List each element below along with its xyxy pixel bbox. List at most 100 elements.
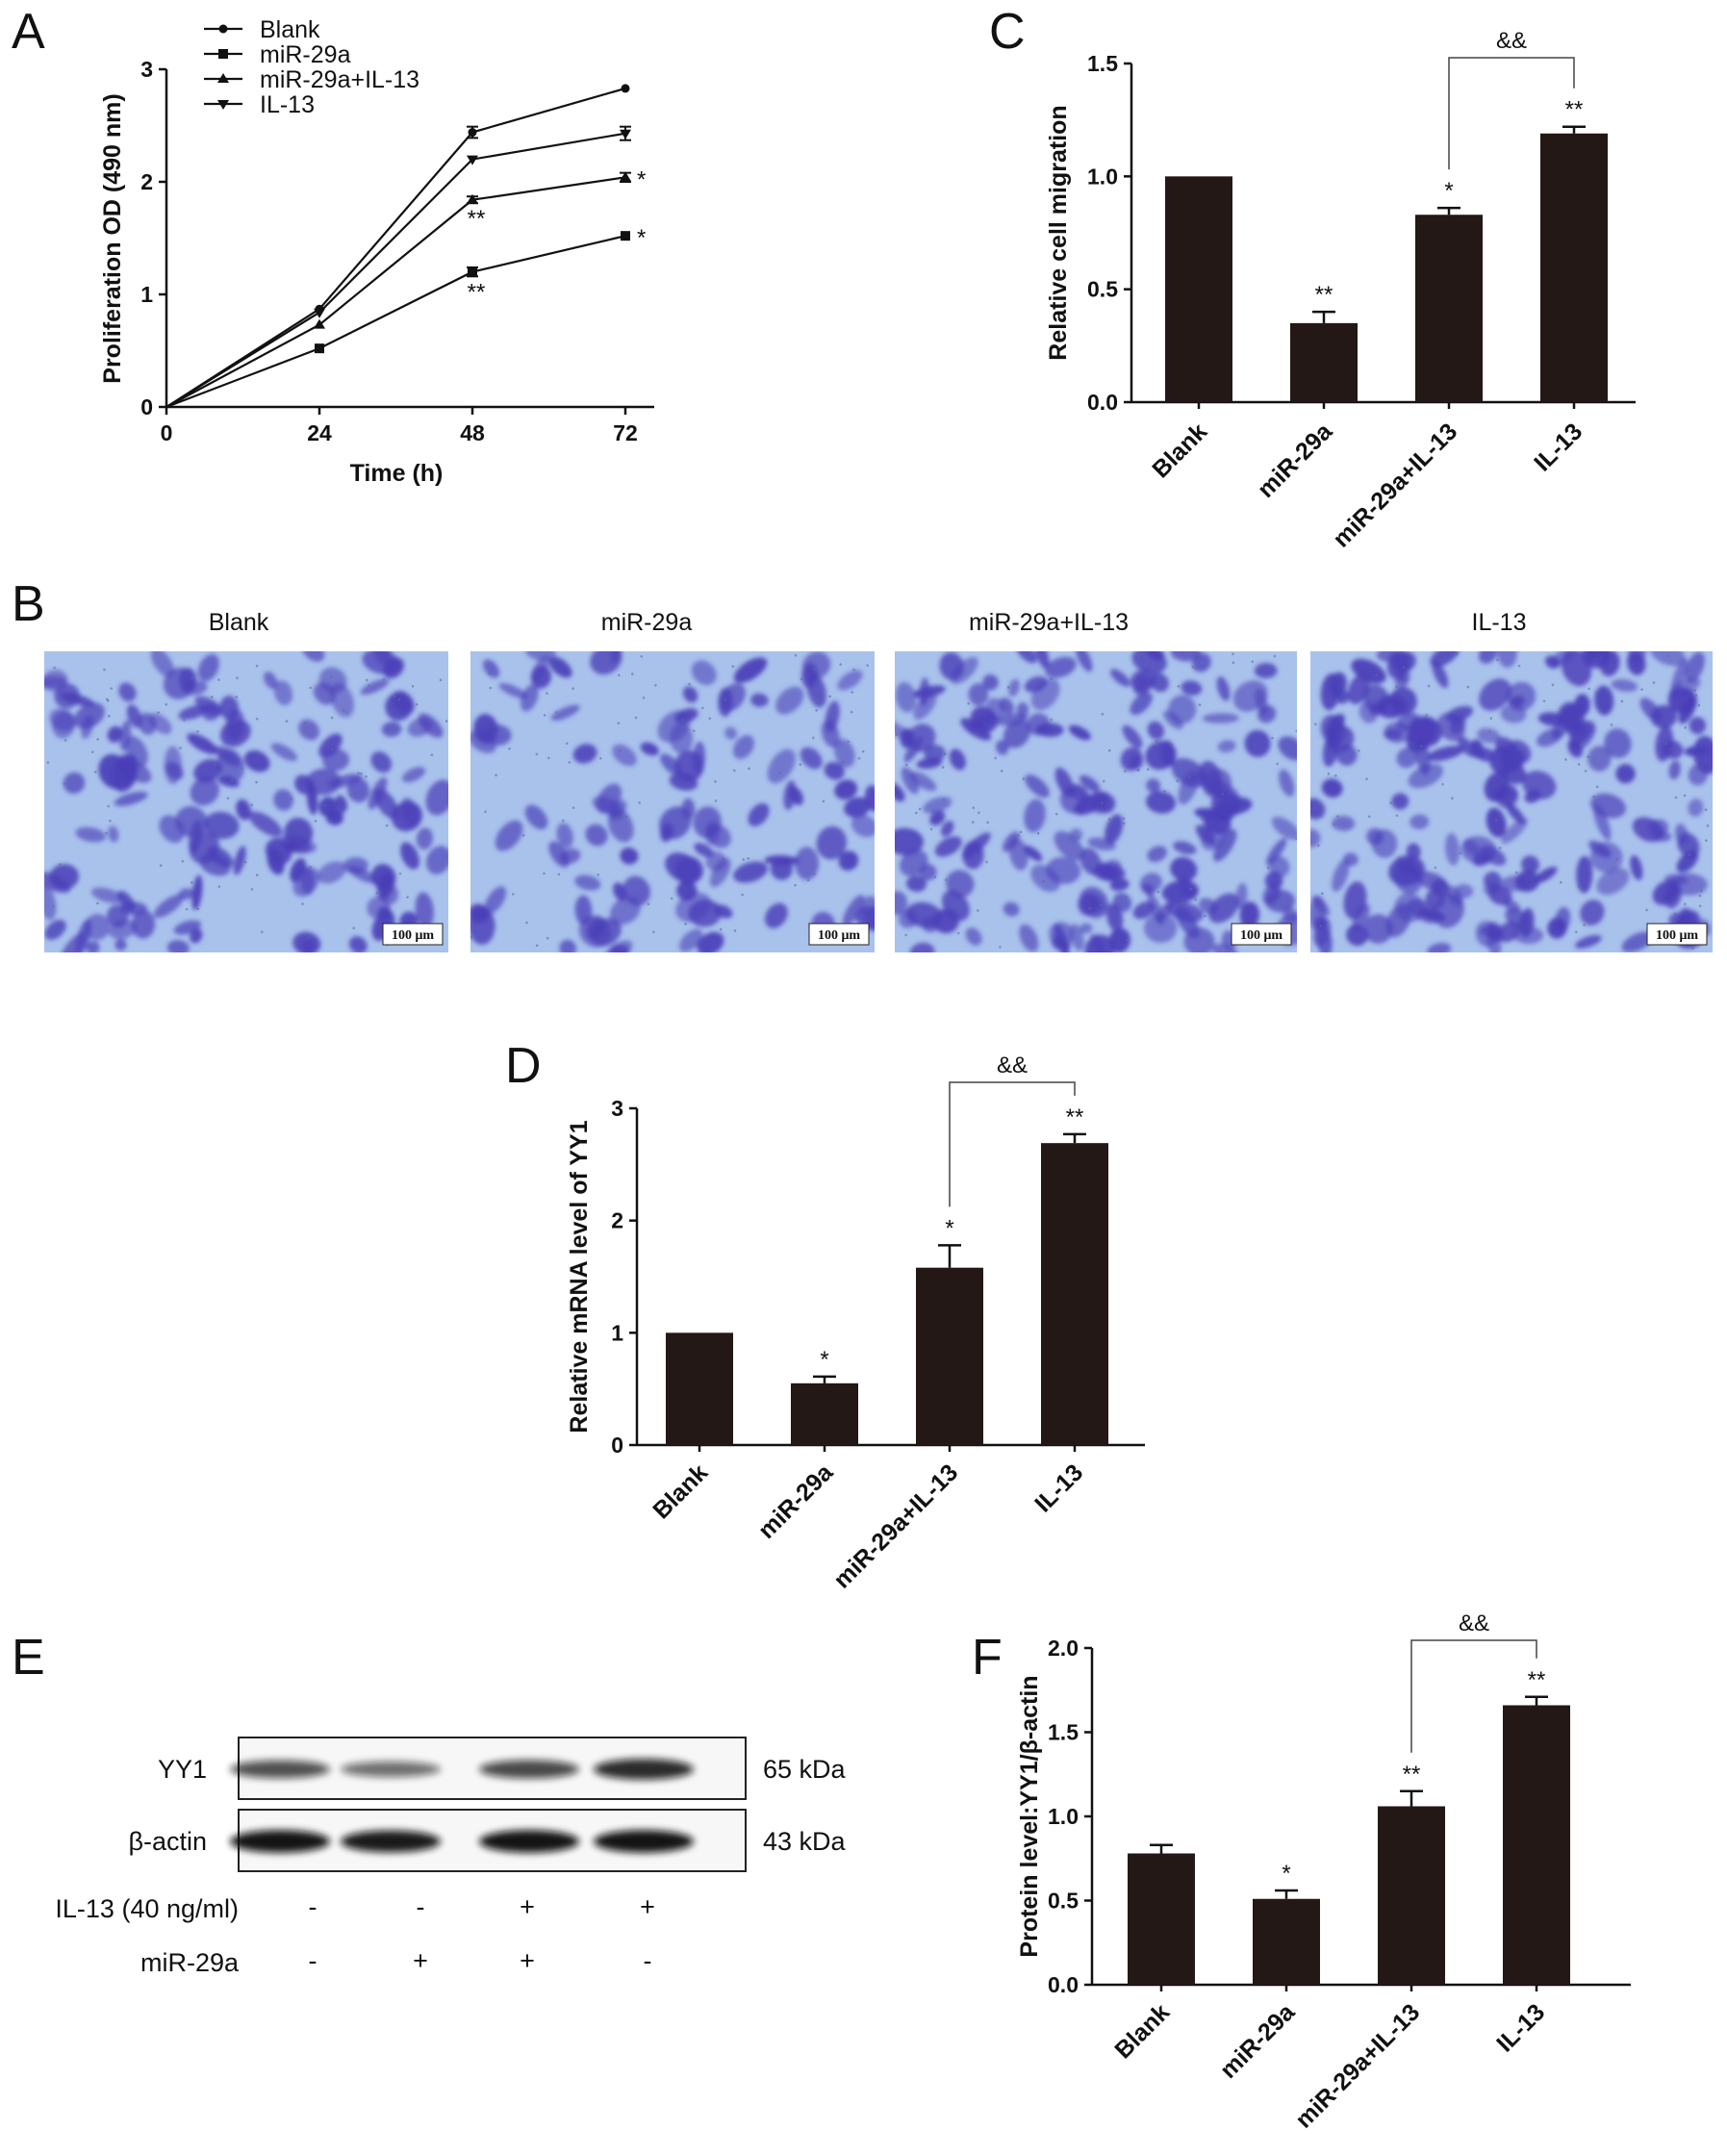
stained-cell [1265, 889, 1296, 913]
stained-cell [1589, 842, 1623, 874]
pore [1636, 827, 1638, 831]
pore [1700, 889, 1703, 893]
legend-entry: IL-13 [260, 91, 315, 118]
stained-cell [330, 682, 355, 718]
pore [1652, 681, 1656, 684]
pore [1317, 844, 1320, 848]
stained-cell [1416, 871, 1448, 892]
pore [250, 888, 254, 891]
stained-cell [1586, 651, 1600, 663]
stained-cell [800, 747, 823, 770]
pore [309, 686, 312, 690]
pore [103, 668, 106, 672]
stained-cell [1235, 882, 1248, 910]
stained-cell [1587, 746, 1612, 772]
stained-cell [1024, 846, 1043, 862]
stained-cell [60, 932, 87, 952]
stained-cell [1359, 701, 1379, 723]
data-point [314, 308, 325, 318]
stained-cell [912, 685, 946, 698]
pore [652, 930, 655, 934]
pore [714, 799, 718, 802]
pore [1709, 770, 1713, 774]
pore [345, 710, 348, 714]
pore [737, 874, 741, 877]
stained-cell [1068, 724, 1091, 741]
pore [647, 902, 650, 906]
stained-cell [694, 843, 714, 857]
pore [994, 756, 997, 760]
stained-cell [1366, 827, 1384, 846]
panel-letter-d: D [505, 1038, 542, 1094]
pore [1181, 901, 1183, 905]
stained-cell [1069, 924, 1084, 951]
stained-cell [960, 718, 992, 741]
pore [1194, 898, 1197, 901]
pore [1000, 770, 1003, 773]
pore [944, 878, 948, 881]
pore [1276, 762, 1280, 766]
stained-cell [1506, 681, 1537, 711]
pore [598, 756, 602, 760]
pore [1042, 879, 1046, 883]
pore [181, 859, 185, 863]
series-il-13 [165, 125, 631, 408]
pore [555, 710, 558, 714]
stained-cell [1310, 798, 1326, 820]
stained-cell [1621, 931, 1654, 952]
stained-cell [44, 670, 68, 692]
series-line [165, 87, 626, 408]
bar [1128, 1853, 1195, 1985]
pore [1107, 748, 1111, 752]
stained-cell [1192, 652, 1211, 672]
stained-cell [215, 746, 241, 767]
pore [261, 930, 264, 934]
pore [654, 683, 657, 687]
pore [360, 772, 363, 775]
stained-cell [578, 915, 612, 948]
stained-cell [1648, 819, 1669, 836]
stained-cell [1183, 927, 1215, 952]
stained-cell [679, 928, 703, 952]
stained-cell [1170, 651, 1202, 662]
category-label: Blank [1109, 1998, 1175, 2064]
bar [1378, 1806, 1445, 1985]
stained-cell [520, 684, 539, 712]
stained-cell [899, 850, 928, 876]
pore [217, 678, 220, 681]
stained-cell [704, 821, 721, 846]
stained-cell [1472, 852, 1492, 867]
pore [1122, 817, 1126, 821]
stained-cell [1178, 770, 1200, 805]
pore [1019, 830, 1023, 834]
stained-cell [1199, 898, 1219, 915]
series-mir-29a: *** [165, 225, 646, 409]
category-label: Blank [1147, 418, 1212, 483]
stained-cell [377, 872, 394, 900]
stained-cell [603, 940, 633, 952]
stained-cell [1432, 661, 1449, 689]
stained-cell [934, 836, 962, 857]
stained-cell [1120, 747, 1143, 772]
stained-cell [1003, 719, 1031, 748]
y-tick-label: 3 [140, 57, 153, 82]
stained-cells [1310, 651, 1713, 952]
stained-cell [1244, 729, 1271, 757]
stained-cell [1347, 673, 1370, 705]
stained-cell [1079, 923, 1093, 934]
pore [338, 776, 342, 779]
pore [1595, 691, 1598, 695]
pore [1163, 789, 1166, 793]
stained-cell [916, 757, 943, 770]
pore [1683, 794, 1687, 798]
stained-cell [1075, 651, 1093, 672]
stained-cell [1122, 724, 1143, 748]
pore [439, 678, 443, 682]
stained-cell [1406, 718, 1437, 752]
pore [63, 782, 65, 785]
y-tick-label: 0.0 [1087, 390, 1118, 415]
pore [93, 771, 97, 774]
pore [615, 816, 618, 820]
stained-cell [1108, 927, 1130, 952]
pore [488, 672, 492, 675]
